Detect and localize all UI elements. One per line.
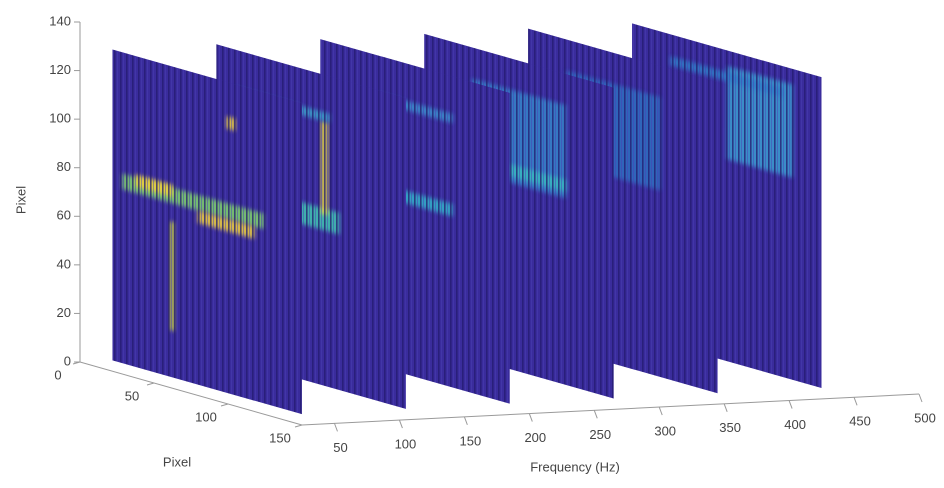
x-tick-label: 500 [914,410,936,425]
z-tick-label: 0 [64,353,71,368]
slice-texture [112,49,302,415]
z-axis-label: Pixel [13,186,28,214]
x-tick-label: 400 [784,417,806,432]
x-tick-label: 100 [395,437,417,452]
z-tick-label: 100 [49,111,71,126]
x-tick [853,397,858,406]
y-tick [220,403,229,407]
x-tick [723,403,728,412]
y-tick [72,361,81,365]
slice-stripes [112,49,302,415]
z-tick-label: 60 [57,208,71,223]
x-axis-label: Frequency (Hz) [530,459,620,474]
y-tick-label: 50 [125,388,139,403]
z-tick-label: 140 [49,13,71,28]
x-tick [528,413,533,422]
x-tick-label: 450 [849,414,871,429]
x-tick-label: 300 [654,423,676,438]
z-tick-label: 120 [49,62,71,77]
y-axis-label: Pixel [163,454,191,469]
y-tick [146,382,155,386]
y-tick-label: 150 [269,430,291,445]
x-tick [463,416,468,426]
x-tick [658,406,663,416]
x-tick-label: 150 [460,433,482,448]
x-tick-label: 250 [589,427,611,442]
x-tick [593,410,598,419]
x-tick-label: 200 [524,430,546,445]
z-tick-label: 20 [57,305,71,320]
y-tick-label: 0 [54,367,61,382]
x-tick [918,393,923,403]
slice [112,49,302,415]
y-axis-line [79,361,303,426]
z-tick-label: 40 [57,256,71,271]
x-tick-label: 350 [719,420,741,435]
y-tick [294,424,303,428]
x-tick-label: 50 [333,440,347,455]
y-tick-label: 100 [195,409,217,424]
z-tick-label: 80 [57,159,71,174]
x-tick [398,419,403,429]
x-tick [334,423,338,432]
x-axis-line [301,393,920,426]
x-tick [788,400,793,409]
